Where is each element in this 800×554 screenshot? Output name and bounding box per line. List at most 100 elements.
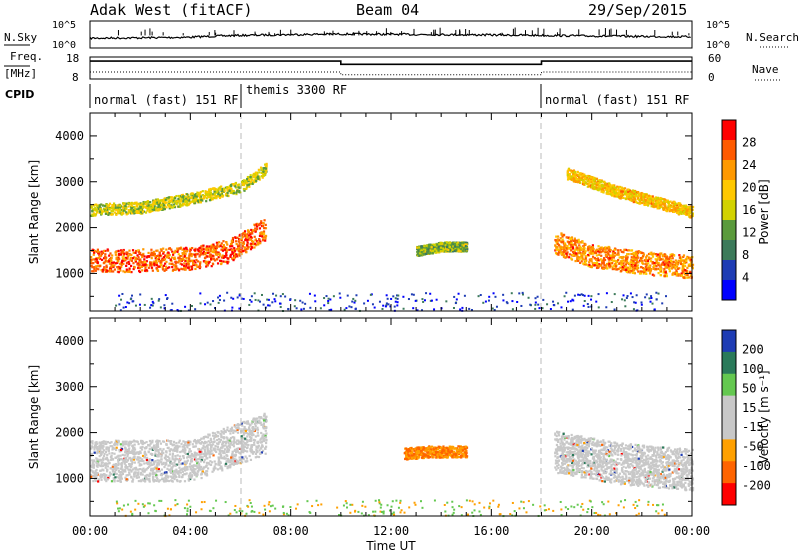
- scatter-cell: [166, 203, 169, 207]
- scatter-cell: [183, 203, 186, 206]
- scatter-cell: [215, 241, 219, 244]
- scatter-cell: [577, 259, 580, 262]
- scatter-cell: [690, 261, 693, 265]
- scatter-cell: [635, 267, 639, 270]
- scatter-cell: [423, 253, 426, 256]
- scatter-cell: [150, 304, 153, 307]
- scatter-cell: [407, 298, 410, 301]
- scatter-cell: [638, 198, 641, 202]
- scatter-cell: [97, 268, 100, 271]
- scatter-cell: [226, 257, 229, 260]
- scatter-cell: [466, 248, 469, 251]
- scatter-cell: [121, 292, 124, 295]
- scatter-cell: [418, 247, 421, 251]
- scatter-cell: [625, 195, 629, 198]
- scatter-cell: [511, 300, 514, 303]
- scatter-cell: [439, 245, 442, 248]
- scatter-cell: [590, 295, 593, 298]
- scatter-cell: [577, 251, 580, 255]
- scatter-cell: [223, 189, 226, 192]
- scatter-cell: [555, 241, 558, 244]
- scatter-cell: [682, 276, 686, 279]
- scatter-cell: [264, 227, 268, 230]
- scatter-cell: [235, 253, 238, 256]
- scatter-cell: [620, 256, 623, 259]
- scatter-cell: [146, 264, 149, 267]
- scatter-cell: [104, 261, 107, 264]
- scatter-cell: [630, 249, 634, 252]
- scatter-cell: [603, 257, 606, 260]
- scatter-cell: [130, 203, 133, 206]
- scatter-cell: [254, 176, 258, 179]
- scatter-cell: [429, 299, 432, 302]
- scatter-cell: [426, 248, 429, 251]
- scatter-cell: [565, 248, 569, 251]
- scatter-cell: [308, 292, 311, 295]
- scatter-cell: [610, 258, 613, 262]
- scatter-cell: [237, 246, 241, 249]
- scatter-cell: [566, 170, 569, 173]
- scatter-cell: [117, 267, 120, 270]
- scatter-cell: [460, 243, 464, 246]
- scatter-cell: [124, 204, 127, 208]
- scatter-cell: [223, 299, 226, 302]
- scatter-cell: [642, 194, 645, 198]
- scatter-cell: [226, 262, 229, 265]
- scatter-cell: [674, 209, 677, 212]
- scatter-cell: [633, 264, 636, 267]
- radar-title: Adak West (fitACF): [90, 1, 253, 19]
- scatter-cell: [108, 211, 111, 215]
- scatter-cell: [181, 251, 184, 255]
- scatter-cell: [613, 195, 617, 198]
- scatter-cell: [96, 250, 100, 253]
- scatter-cell: [104, 249, 107, 253]
- scatter-cell: [683, 209, 686, 212]
- scatter-cell: [181, 248, 184, 251]
- scatter-cell: [685, 210, 688, 213]
- scatter-cell: [125, 213, 128, 216]
- scatter-cell: [649, 260, 653, 263]
- scatter-cell: [454, 302, 457, 305]
- scatter-cell: [455, 298, 458, 301]
- scatter-cell: [151, 304, 154, 307]
- scatter-cell: [222, 260, 225, 263]
- scatter-cell: [129, 298, 132, 301]
- scatter-cell: [593, 261, 596, 265]
- scatter-cell: [184, 199, 187, 202]
- scatter-cell: [436, 245, 439, 248]
- scatter-cell: [448, 250, 451, 253]
- scatter-cell: [598, 179, 601, 182]
- scatter-cell: [559, 237, 562, 240]
- scatter-cell: [183, 251, 186, 254]
- scatter-cell: [225, 254, 228, 257]
- scatter-cell: [210, 194, 213, 197]
- scatter-cell: [429, 244, 432, 247]
- scatter-cell: [687, 276, 690, 279]
- scatter-cell: [430, 246, 433, 249]
- scatter-cell: [642, 252, 645, 255]
- scatter-cell: [171, 265, 174, 269]
- scatter-cell: [130, 259, 133, 262]
- scatter-cell: [264, 239, 267, 242]
- scatter-cell: [115, 208, 118, 211]
- scatter-cell: [237, 248, 240, 251]
- scatter-cell: [394, 297, 397, 300]
- scatter-cell: [428, 251, 432, 255]
- scatter-cell: [95, 209, 98, 212]
- scatter-cell: [154, 206, 158, 210]
- scatter-cell: [584, 243, 587, 246]
- scatter-cell: [194, 471, 197, 474]
- scatter-cell: [259, 166, 263, 169]
- scatter-cell: [598, 263, 601, 266]
- scatter-cell: [250, 245, 253, 249]
- scatter-cell: [198, 192, 202, 195]
- scatter-cell: [256, 240, 259, 243]
- scatter-cell: [205, 247, 208, 250]
- scatter-cell: [643, 203, 646, 207]
- scatter-cell: [196, 260, 200, 263]
- scatter-cell: [93, 268, 96, 271]
- scatter-cell: [122, 251, 125, 254]
- scatter-cell: [122, 306, 125, 309]
- scatter-cell: [259, 222, 263, 225]
- scatter-cell: [126, 269, 129, 273]
